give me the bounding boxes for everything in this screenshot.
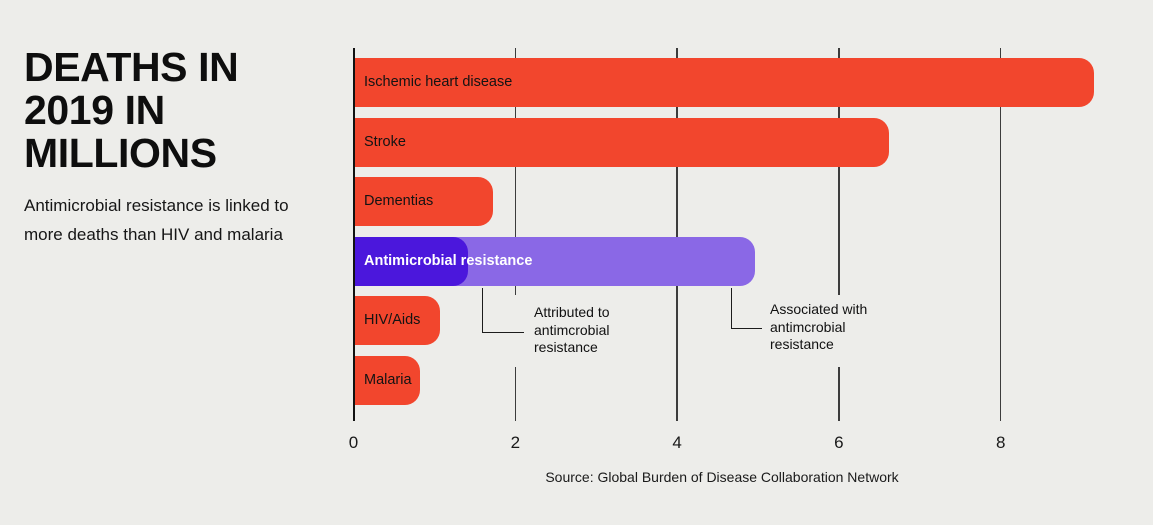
bar-label-malaria: Malaria <box>364 371 412 388</box>
gridline-x-8 <box>1000 48 1002 421</box>
gridline-x-2-seg1 <box>514 48 516 295</box>
bar-ischemic-heart-disease <box>355 58 1095 107</box>
x-tick-label-0: 0 <box>348 433 359 452</box>
gridline-x-2-seg2 <box>514 367 516 421</box>
bar-label-hiv-aids: HIV/Aids <box>364 312 421 328</box>
bar-antimicrobial-resistance-attributed <box>355 236 469 286</box>
bar-label-antimicrobial-resistance: Antimicrobial resistance <box>364 252 533 269</box>
annotation-associated: Associated with antimcrobial resistance <box>770 301 868 352</box>
gridline-x-4 <box>676 48 678 421</box>
bar-label-ischemic-heart-disease: Ischemic heart disease <box>364 74 513 90</box>
x-tick-label-4: 4 <box>672 433 682 452</box>
annotation-attributed: Attributed to antimcrobial resistance <box>534 304 610 355</box>
bar-malaria <box>355 355 420 405</box>
x-tick-label-6: 6 <box>834 433 844 452</box>
gridline-x-6-seg2 <box>838 367 840 421</box>
callout-line-attributed <box>482 288 524 333</box>
callout-line-associated <box>731 288 762 329</box>
bar-dementias <box>355 177 493 226</box>
bar-label-stroke: Stroke <box>364 133 406 150</box>
x-tick-label-2: 2 <box>510 433 521 452</box>
x-tick-label-8: 8 <box>995 433 1006 452</box>
bar-hiv-aids <box>355 296 440 345</box>
source-note: Source: Global Burden of Disease Collabo… <box>545 469 899 485</box>
gridline-x-6-seg1 <box>838 48 840 295</box>
y-axis-line <box>352 48 355 421</box>
page-title: DEATHS IN 2019 IN MILLIONS <box>24 44 239 176</box>
bar-stroke <box>355 117 889 167</box>
page-subtitle: Antimicrobial resistance is linked to mo… <box>24 196 289 244</box>
bar-label-dementias: Dementias <box>364 193 434 209</box>
